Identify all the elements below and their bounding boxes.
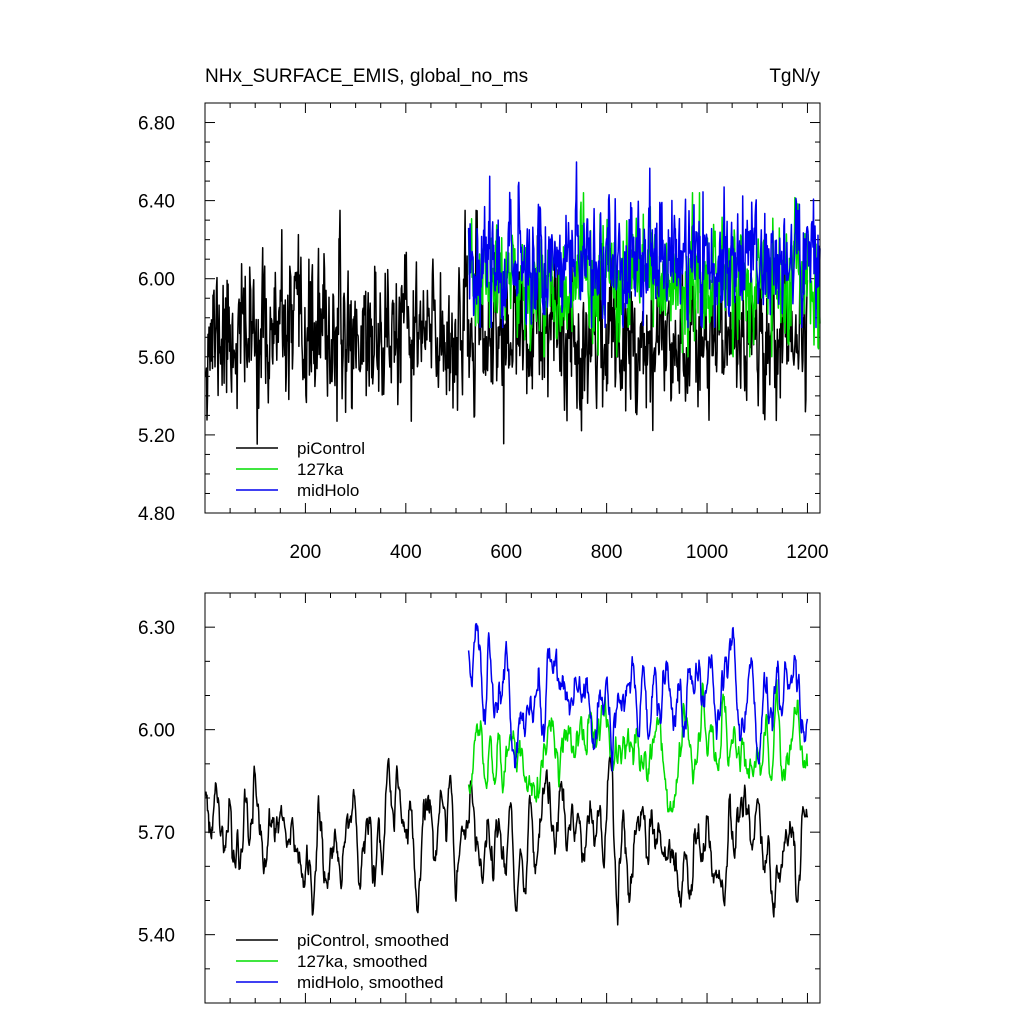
y-tick-label: 6.30	[138, 618, 175, 639]
x-tick-label: 200	[290, 542, 322, 563]
top-panel: NHx_SURFACE_EMIS, global_no_ms TgN/y 200…	[138, 66, 829, 563]
bottom-panel: 5.40 5.70 6.00 6.30 piControl, smoothed 127k…	[138, 592, 821, 1004]
y-tick-label: 5.20	[138, 426, 175, 447]
series-line-midholo	[467, 161, 821, 329]
legend-label: piControl	[297, 439, 365, 458]
x-tick-label: 1200	[786, 542, 828, 563]
y-tick-label: 6.00	[138, 721, 175, 742]
top-panel-units: TgN/y	[769, 66, 820, 87]
top-panel-title: NHx_SURFACE_EMIS, global_no_ms	[205, 66, 528, 87]
bottom-panel-series	[205, 622, 809, 926]
legend-label: 127ka	[297, 460, 344, 479]
top-panel-ticks: 200 400 600 800 1000 1200 4.80 5.20 5.60 6.00 6.40…	[138, 102, 829, 563]
series-line-picontrol	[204, 209, 809, 445]
series-line-midholo-smoothed	[467, 622, 809, 772]
legend-label: piControl, smoothed	[297, 931, 449, 950]
top-panel-series	[204, 161, 821, 445]
bottom-panel-legend: piControl, smoothed 127ka, smoothed midHol…	[236, 931, 449, 992]
y-tick-label: 6.00	[138, 270, 175, 291]
series-line-127ka-smoothed	[467, 678, 809, 813]
x-tick-label: 600	[490, 542, 522, 563]
y-tick-label: 4.80	[138, 504, 175, 525]
top-panel-frame	[204, 102, 821, 514]
y-tick-label: 5.70	[138, 823, 175, 844]
x-tick-label: 1000	[686, 542, 728, 563]
bottom-panel-ticks: 5.40 5.70 6.00 6.30	[138, 592, 820, 1004]
top-panel-legend: piControl 127ka midHolo	[236, 439, 365, 500]
bottom-panel-frame	[204, 592, 821, 1004]
series-line-picontrol-smoothed	[205, 755, 809, 926]
y-tick-label: 5.40	[138, 926, 175, 947]
x-tick-label: 800	[591, 542, 623, 563]
y-tick-label: 6.40	[138, 192, 175, 213]
legend-label: 127ka, smoothed	[297, 952, 427, 971]
legend-label: midHolo	[297, 481, 359, 500]
x-tick-label: 400	[390, 542, 422, 563]
y-tick-label: 5.60	[138, 348, 175, 369]
legend-label: midHolo, smoothed	[297, 973, 443, 992]
y-tick-label: 6.80	[138, 114, 175, 135]
